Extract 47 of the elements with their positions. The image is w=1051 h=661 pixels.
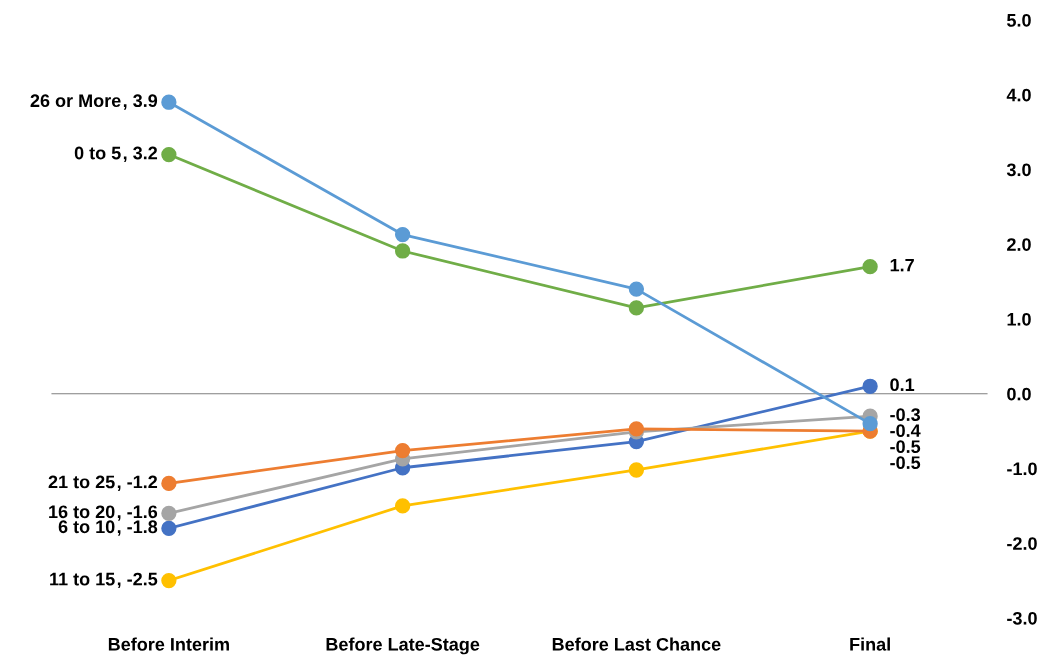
point [394,226,411,243]
point [394,243,411,259]
data-label: , 3.9 [123,94,158,110]
text: 6 to 10 [58,520,115,534]
point [161,572,177,589]
point [628,300,645,316]
data-label: -0.5 [890,456,921,470]
y-tick-label: -3.0 [1007,611,1037,625]
y-tick-label: 5.0 [1007,13,1031,27]
point [161,475,177,492]
data-label: -0.5 [890,440,921,454]
x-tick-label: Before Last Chance [552,637,721,651]
point [628,462,645,478]
y-tick-label: -1.0 [1007,462,1037,476]
point [862,416,878,432]
data-label: 1.7 [890,258,914,272]
data-label: -0.3 [890,408,921,422]
text: 21 to 25 [48,475,115,489]
point [161,146,177,163]
y-tick-label: 1.0 [1007,312,1031,326]
data-label: , 3.2 [123,146,158,163]
y-tick-label: 4.0 [1006,88,1031,102]
y-tick-label: 3.0 [1006,163,1031,177]
point [862,378,878,394]
point [862,259,878,275]
text: 16 to 20 [49,505,115,519]
text: 0 to 5 [74,146,121,160]
y-tick-label: 0.0 [1007,387,1031,401]
x-tick-label: Before Interim [108,637,229,651]
point [394,442,411,459]
point [394,498,411,514]
text: 11 to 15 [50,572,115,586]
data-label: -0.4 [890,424,921,438]
data-label: , -2.5 [117,572,158,589]
data-label: , -1.8 [117,520,158,536]
point [161,505,177,521]
data-label: , -1.6 [117,505,158,521]
point [628,281,645,297]
x-tick-label: Before Late-Stage [326,637,480,655]
y-tick-label: -2.0 [1007,537,1037,550]
point [161,94,177,110]
y-tick-label: 2.0 [1007,238,1031,251]
text: 26 or More [30,94,121,108]
data-label: , -1.2 [117,475,158,491]
x-tick-label: Final [850,637,890,651]
point [161,520,177,536]
data-label: 0.1 [890,378,915,392]
